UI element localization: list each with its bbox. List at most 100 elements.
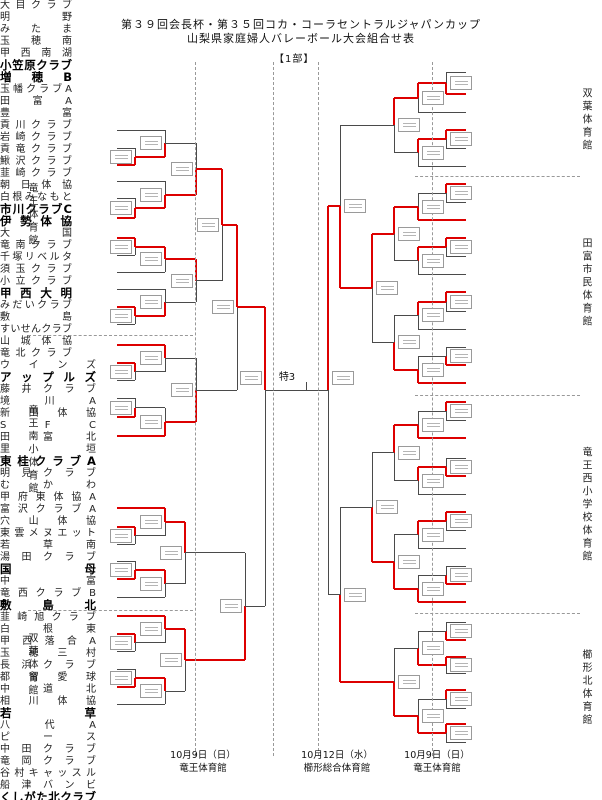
team-name: 小笠原クラブ (0, 58, 72, 73)
team-name: 朝日体協 (0, 180, 72, 191)
bracket-line (135, 245, 165, 248)
score-box (376, 280, 398, 295)
bracket-line (446, 583, 466, 585)
team-name: 韮崎旭クラブ (0, 612, 96, 623)
schedule-label: 10月9日（日） 竜王体育館 (170, 750, 236, 776)
score-box (344, 199, 366, 214)
bracket-line (327, 390, 329, 595)
bracket-line (117, 560, 135, 562)
bracket-line (445, 301, 447, 311)
bracket-line (196, 167, 222, 170)
bracket-line (445, 657, 447, 665)
bracket-line (418, 273, 466, 275)
bracket-line (327, 206, 329, 390)
team-name: 若草南 (0, 540, 96, 551)
score-box (422, 417, 444, 432)
bracket-line (446, 237, 466, 239)
team-name: 韮崎クラブ (0, 168, 72, 179)
score-box (140, 252, 162, 267)
bracket-line (328, 594, 340, 595)
team-name: 相川体協 (0, 696, 96, 707)
column-divider (195, 62, 196, 756)
bracket-line (371, 452, 373, 507)
bracket-line (117, 344, 165, 346)
bracket-line (185, 659, 245, 662)
team-name: くしがた北クラブ (0, 790, 96, 800)
score-box (160, 545, 182, 560)
schedule-date: 10月12日（水） (301, 750, 373, 761)
bracket-line (417, 716, 419, 733)
bracket-line (446, 310, 466, 312)
score-box (450, 132, 472, 146)
bracket-line (164, 570, 166, 584)
bracket-line (418, 493, 466, 495)
team-name: 田富北 (0, 432, 96, 443)
bracket-line (164, 508, 166, 522)
bracket-line (195, 280, 197, 303)
bracket-line (394, 152, 418, 153)
score-box (450, 349, 472, 363)
score-box (422, 308, 444, 323)
bracket-line (417, 467, 419, 481)
bracket-line (117, 416, 135, 418)
team-name: すいせんクラブ (0, 324, 72, 335)
bracket-line (372, 452, 394, 453)
bracket-line (446, 723, 466, 725)
team-name: 貢竜クラブ (0, 144, 72, 155)
team-name: 竜岡クラブ (0, 756, 96, 767)
bracket-line (417, 356, 419, 370)
score-box (398, 445, 420, 460)
score-box (344, 587, 366, 602)
score-box (140, 622, 162, 637)
score-box (398, 226, 420, 241)
bracket-line (446, 255, 466, 257)
bracket-line (117, 507, 165, 509)
bracket-line (134, 407, 136, 417)
score-box (422, 90, 444, 105)
bracket-line (117, 180, 165, 182)
bracket-line (164, 259, 166, 272)
bracket-line (134, 363, 136, 372)
bracket-line (394, 480, 418, 481)
bracket-line (417, 648, 419, 665)
bracket-line (446, 565, 466, 567)
bracket-line (446, 529, 466, 531)
team-name: 新田体協 (0, 408, 96, 419)
bracket-line (446, 656, 466, 658)
bracket-line (135, 314, 165, 317)
score-box (110, 563, 132, 577)
score-box (110, 149, 132, 164)
bracket-line (135, 207, 165, 209)
bracket-line (445, 566, 447, 575)
bracket-line (446, 346, 466, 348)
bracket-line (134, 561, 136, 570)
bracket-line (445, 83, 447, 94)
team-name: 中田クラブ (0, 744, 96, 755)
bracket-line (445, 247, 447, 256)
score-box (450, 240, 472, 254)
bracket-line (445, 467, 447, 476)
bracket-line (446, 741, 466, 743)
score-box (422, 145, 444, 160)
bracket-line (417, 521, 419, 535)
bracket-line (393, 534, 395, 562)
bracket-line (135, 535, 165, 536)
bracket-line (418, 328, 466, 330)
bracket-line (165, 690, 185, 692)
bracket-line (164, 691, 166, 704)
bracket-line (418, 111, 466, 113)
bracket-line (445, 575, 447, 584)
score-box (140, 414, 162, 429)
score-box (422, 709, 444, 723)
bracket-line (222, 223, 237, 226)
bracket-line (445, 690, 447, 699)
bracket-line (165, 520, 185, 523)
bracket-line (221, 168, 223, 225)
bracket-line (184, 660, 186, 691)
bracket-line (117, 254, 135, 256)
team-name: 都留愛球 (0, 672, 96, 683)
venue-divider (28, 335, 193, 336)
